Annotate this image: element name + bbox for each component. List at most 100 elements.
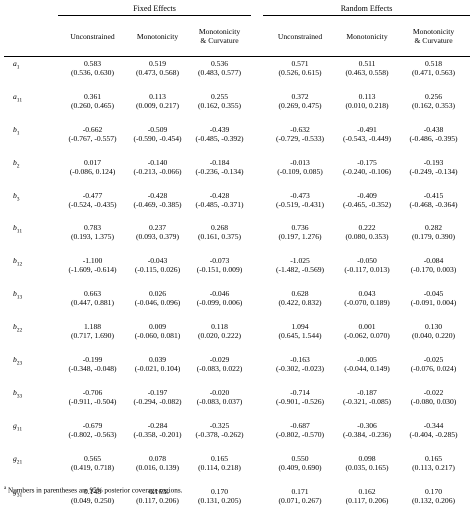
fixed-estimate-cell: -0.428 (-0.485, -0.371) [195,190,244,209]
random-estimate-cell: 0.170 (0.132, 0.206) [412,486,456,505]
random-estimate-cell: 0.162 (0.117, 0.206) [345,486,389,505]
fixed-estimate-cell: 0.113 (0.009, 0.217) [135,91,180,110]
fixed-estimate-cell: -0.662 (-0.767, -0.557) [68,124,117,143]
parameter-label: a1 [13,59,20,71]
parameter-label: b12 [13,256,23,268]
fixed-estimate-cell: -0.477 (-0.524, -0.435) [68,190,117,209]
fixed-estimate-cell: 0.663 (0.447, 0.881) [70,289,115,308]
fixed-estimate-cell: -0.284 (-0.358, -0.201) [133,420,182,439]
random-estimate-cell: -0.045 (-0.091, 0.004) [410,289,457,308]
fixed-estimate-cell: 0.170 (0.131, 0.205) [198,486,242,505]
random-estimate-cell: -0.415 (-0.468, -0.364) [409,190,458,209]
random-estimate-cell: -0.005 (-0.044, 0.149) [344,355,390,374]
parameter-label: a11 [13,91,23,104]
table-row: g21 0.565 (0.419, 0.718) 0.078 (0.016, 0.139… [4,452,470,485]
fixed-estimate-cell: 1.188 (0.717, 1.690) [70,322,115,341]
fixed-estimate-cell: 0.237 (0.093, 0.379) [135,223,180,242]
re-unconstrained-header: Unconstrained [263,15,338,57]
fixed-effects-header: Fixed Effects [58,2,252,16]
fixed-estimate-cell: -0.020 (-0.083, 0.037) [196,387,243,406]
fixed-estimate-cell: -1.100 (-1.609, -0.614) [68,256,117,275]
fixed-estimate-cell: 0.039 (-0.021, 0.104) [134,355,181,374]
fixed-estimate-cell: 0.078 (0.016, 0.139) [135,453,180,472]
parameter-label: g21 [13,453,23,466]
fe-mono-curv-header: Monotonicity & Curvature [188,15,252,57]
fixed-estimate-cell: 0.583 (0.536, 0.630) [70,59,115,77]
random-estimate-cell: 0.171 (0.071, 0.267) [278,486,322,505]
random-estimate-cell: -0.473 (-0.519, -0.431) [275,190,325,209]
parameter-label: b11 [13,223,23,235]
re-mono-curv-header: Monotonicity & Curvature [397,15,471,57]
random-estimate-cell: -0.175 (-0.240, -0.106) [342,157,392,176]
random-estimate-cell: 0.550 (0.409, 0.690) [278,453,322,472]
fixed-estimate-cell: -0.140 (-0.213, -0.066) [133,157,182,176]
fixed-estimate-cell: -0.706 (-0.911, -0.504) [68,387,117,406]
fe-monotonicity-header: Monotonicity [127,15,188,57]
random-estimate-cell: 0.518 (0.471, 0.563) [412,59,456,77]
random-estimate-cell: -0.187 (-0.321, -0.085) [342,387,392,406]
page: { "groups": { "fixed": "Fixed Effects", … [4,2,471,505]
random-estimate-cell: 0.256 (0.162, 0.353) [412,91,456,110]
random-estimate-cell: 0.571 (0.526, 0.615) [278,59,322,77]
fixed-estimate-cell: -0.428 (-0.469, -0.385) [133,190,182,209]
random-estimate-cell: 0.113 (0.010, 0.218) [345,91,389,110]
fixed-estimate-cell: 0.519 (0.473, 0.568) [135,59,180,77]
random-estimate-cell: -0.687 (-0.802, -0.570) [275,420,325,439]
fixed-estimate-cell: -0.073 (-0.151, 0.009) [196,256,243,275]
fixed-estimate-cell: -0.509 (-0.590, -0.454) [133,124,182,143]
random-estimate-cell: 0.736 (0.197, 1.276) [278,223,322,242]
random-estimate-cell: 0.165 (0.113, 0.217) [412,453,455,472]
random-estimate-cell: 0.043 (-0.070, 0.189) [344,289,390,308]
random-effects-header: Random Effects [263,2,471,16]
re-monotonicity-header: Monotonicity [337,15,398,57]
random-estimate-cell: -1.025 (-1.482, -0.569) [275,256,325,275]
table-row: b11 0.783 (0.193, 1.375) 0.237 (0.093, 0.379… [4,221,470,254]
random-estimate-cell: -0.013 (-0.109, 0.085) [277,157,323,176]
fixed-estimate-cell: -0.197 (-0.294, -0.082) [133,387,182,406]
table-row: b22 1.188 (0.717, 1.690) 0.009 (-0.060, 0.08… [4,320,470,353]
fixed-estimate-cell: 0.536 (0.483, 0.577) [198,59,242,77]
fixed-estimate-cell: 0.026 (-0.046, 0.096) [134,289,181,308]
table-row: b3 -0.477 (-0.524, -0.435) -0.428 (-0.469, -… [4,189,470,222]
parameter-label: b23 [13,355,23,367]
random-estimate-cell: 0.130 (0.040, 0.220) [412,322,456,341]
table-row: b1 -0.662 (-0.767, -0.557) -0.509 (-0.590, -… [4,123,470,156]
random-estimate-cell: 0.372 (0.269, 0.475) [278,91,322,110]
random-estimate-cell: -0.409 (-0.465, -0.352) [342,190,392,209]
parameter-label: b2 [13,157,20,170]
table-row: b23 -0.199 (-0.348, -0.048) 0.039 (-0.021, 0… [4,353,470,386]
fixed-estimate-cell: 0.255 (0.162, 0.355) [198,91,242,110]
fixed-estimate-cell: 0.783 (0.193, 1.375) [70,223,115,242]
random-estimate-cell: -0.084 (-0.170, 0.003) [410,256,457,275]
table-row: b33 -0.706 (-0.911, -0.504) -0.197 (-0.294, … [4,386,470,419]
parameter-label: b33 [13,387,23,400]
fixed-estimate-cell: 0.165 (0.114, 0.218) [198,453,241,472]
fixed-estimate-cell: 0.017 (-0.086, 0.124) [69,157,116,176]
fixed-estimate-cell: 0.565 (0.419, 0.718) [70,453,115,472]
random-estimate-cell: 0.222 (0.080, 0.353) [345,223,389,242]
random-estimate-cell: 0.628 (0.422, 0.832) [278,289,322,308]
fixed-estimate-cell: -0.199 (-0.348, -0.048) [68,355,117,374]
fixed-estimate-cell: -0.029 (-0.083, 0.022) [196,355,243,374]
random-estimate-cell: -0.193 (-0.249, -0.134) [409,157,458,176]
random-estimate-cell: -0.438 (-0.486, -0.395) [409,124,458,143]
fixed-estimate-cell: -0.325 (-0.378, -0.262) [195,420,244,439]
random-estimate-cell: -0.344 (-0.404, -0.285) [409,420,458,439]
random-estimate-cell: -0.306 (-0.384, -0.236) [342,420,392,439]
fe-unconstrained-header: Unconstrained [58,15,127,57]
footnote: a Numbers in parentheses are 95% posteri… [4,486,183,495]
random-estimate-cell: -0.632 (-0.729, -0.533) [275,124,325,143]
fixed-estimate-cell: 0.268 (0.161, 0.375) [198,223,242,242]
table-row: a11 0.361 (0.260, 0.465) 0.113 (0.009, 0.217… [4,90,470,123]
fixed-estimate-cell: 0.118 (0.020, 0.222) [198,322,242,341]
random-estimate-cell: 1.094 (0.645, 1.544) [278,322,322,341]
random-estimate-cell: -0.163 (-0.302, -0.023) [275,355,325,374]
fixed-estimate-cell: -0.184 (-0.236, -0.134) [195,157,244,176]
random-estimate-cell: 0.098 (0.035, 0.165) [345,453,389,472]
random-estimate-cell: -0.025 (-0.076, 0.024) [410,355,457,374]
fixed-estimate-cell: -0.046 (-0.099, 0.006) [196,289,243,308]
table-row: b12 -1.100 (-1.609, -0.614) -0.043 (-0.115, … [4,254,470,287]
fixed-estimate-cell: -0.439 (-0.485, -0.392) [195,124,244,143]
parameter-label: b3 [13,190,20,203]
parameter-label: g11 [13,420,23,433]
